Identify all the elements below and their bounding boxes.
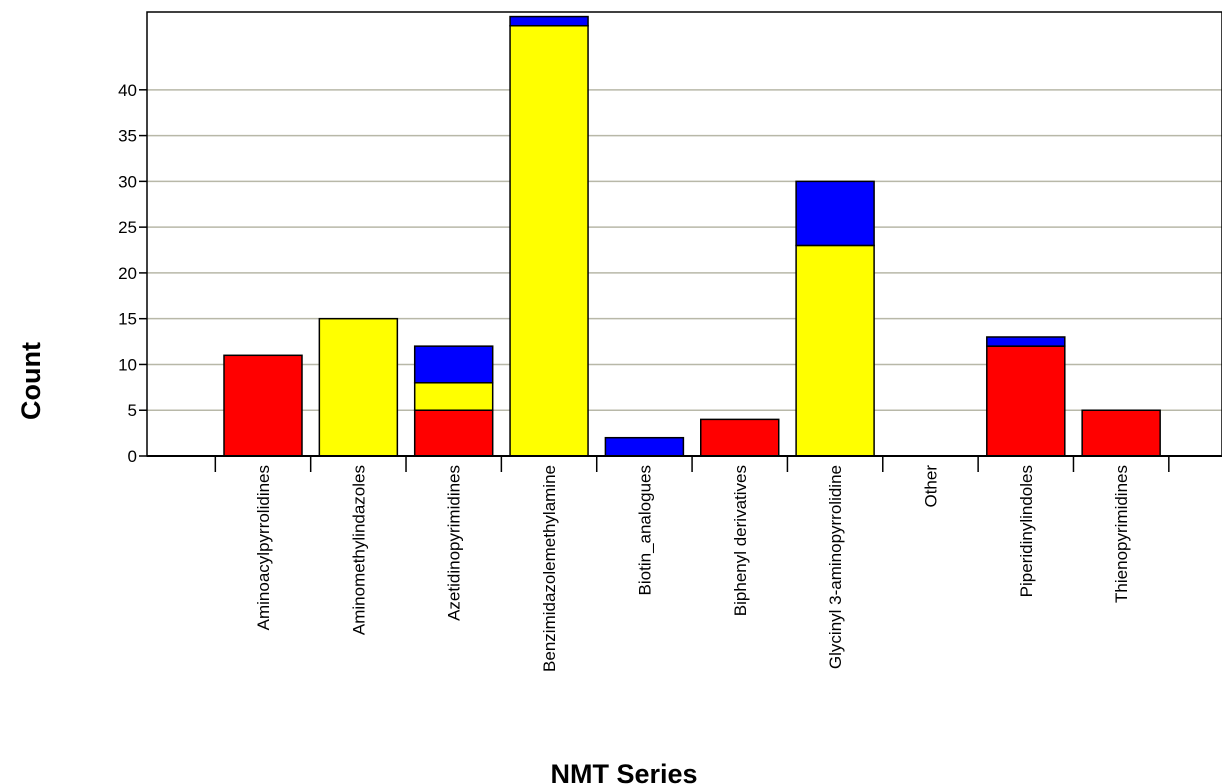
y-tick-label: 30 — [118, 172, 137, 191]
y-axis-title: Count — [16, 342, 46, 420]
bar-segment — [986, 336, 1066, 347]
bar-segment — [509, 15, 589, 27]
x-tick-label: Biotin_analogues — [635, 465, 654, 595]
bar-segment — [986, 345, 1066, 457]
x-tick-label: Azetidinopyrimidines — [445, 465, 464, 621]
bar-segment — [509, 24, 589, 457]
bars — [223, 15, 1161, 457]
bar-segment — [795, 180, 875, 247]
x-axis-title: NMT Series — [550, 759, 697, 784]
bar-segment — [223, 354, 303, 457]
y-tick-label: 35 — [118, 127, 137, 146]
bar-segment — [413, 382, 494, 411]
bar-segment — [1081, 409, 1161, 457]
y-tick-label: 5 — [128, 401, 137, 420]
bar-segment — [700, 418, 780, 457]
bar-segment — [413, 409, 494, 457]
x-tick-label: Benzimidazolemethylamine — [540, 465, 559, 672]
x-tick-label: Piperidinylindoles — [1017, 465, 1036, 597]
x-tick-label: Thienopyrimidines — [1112, 465, 1131, 603]
x-tick-label: Aminomethylindazoles — [349, 465, 368, 635]
x-tick-label: Biphenyl derivatives — [731, 465, 750, 616]
y-tick-label: 0 — [128, 447, 137, 466]
x-tick-label: Other — [921, 465, 940, 508]
y-tick-label: 20 — [118, 264, 137, 283]
bar-segment — [318, 317, 399, 457]
x-axis: Aminoacylpyrrolidines Aminomethylindazole… — [147, 455, 1222, 672]
y-axis: 0 5 10 15 20 25 30 35 40 — [118, 81, 147, 466]
y-tick-label: 40 — [118, 81, 137, 100]
x-tick-label: Aminoacylpyrrolidines — [254, 465, 273, 630]
y-tick-label: 10 — [118, 355, 137, 374]
bar-segment — [604, 436, 685, 457]
y-tick-label: 15 — [118, 310, 137, 329]
x-tick-label: Glycinyl 3-aminopyrrolidine — [826, 465, 845, 669]
y-tick-label: 25 — [118, 218, 137, 237]
bar-segment — [795, 244, 875, 457]
bar-segment — [413, 345, 494, 384]
